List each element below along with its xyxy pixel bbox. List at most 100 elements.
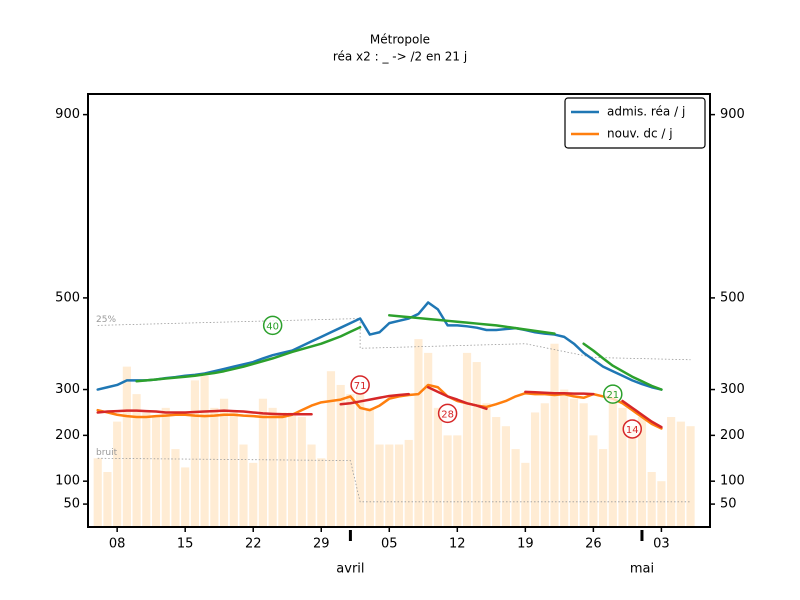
bar [550, 343, 559, 527]
x-tick-label: 15 [177, 537, 194, 552]
chart-subtitle: réa x2 : _ -> /2 en 21 j [333, 50, 467, 64]
bar [686, 426, 695, 527]
bar [618, 407, 627, 527]
bar [219, 398, 229, 527]
bar [151, 417, 161, 527]
bar [356, 394, 365, 527]
bar [472, 362, 481, 527]
x-tick-label: 29 [313, 537, 330, 552]
bar [336, 384, 345, 527]
annotation-label: 40 [266, 321, 279, 332]
bar [317, 458, 326, 527]
x-tick-label: 05 [381, 537, 398, 552]
x-tick-label: 12 [449, 537, 466, 552]
month-label: mai [630, 562, 654, 577]
bar [599, 449, 608, 527]
bar [492, 417, 501, 527]
plot-frame [87, 93, 711, 528]
y-tick-label: 50 [63, 497, 80, 512]
bar [142, 412, 151, 527]
month-label: avril [336, 562, 364, 577]
bar [113, 421, 122, 527]
bar [511, 449, 520, 527]
annotation-marker [603, 384, 623, 404]
bar [385, 444, 394, 527]
bar [647, 472, 656, 527]
y-tick-label: 500 [55, 290, 80, 305]
bar [132, 394, 141, 527]
legend-box [564, 97, 706, 149]
y-tick-label: 200 [55, 428, 80, 443]
y-tick-label: 900 [55, 107, 80, 122]
x-tick-label: 19 [517, 537, 534, 552]
x-tick-label: 03 [653, 537, 670, 552]
annotation-label: 14 [626, 425, 639, 436]
bar [365, 407, 374, 527]
bar [200, 375, 209, 527]
bar [453, 435, 462, 527]
bar [540, 403, 549, 527]
bar [589, 435, 598, 527]
bar [637, 417, 647, 527]
bar [375, 444, 384, 527]
y-tick-label-right: 500 [720, 290, 745, 305]
y-tick-label-right: 50 [720, 497, 737, 512]
bar [171, 449, 180, 527]
bar [628, 426, 637, 527]
reference-line [97, 318, 691, 361]
bar [657, 481, 666, 527]
bar [569, 398, 579, 527]
annotation-marker [350, 375, 370, 395]
bar [404, 439, 413, 527]
bar [93, 458, 102, 527]
bar [326, 371, 336, 527]
legend-label: admis. réa / j [607, 105, 685, 119]
bar [239, 444, 248, 527]
bar [297, 417, 306, 527]
bar [443, 435, 452, 527]
bar [433, 407, 442, 527]
bar [394, 444, 404, 527]
x-tick-label: 26 [585, 537, 602, 552]
bar [560, 389, 569, 527]
bar [190, 380, 199, 527]
reference-label: bruit [96, 448, 118, 458]
reference-line [97, 457, 691, 503]
line [96, 385, 663, 429]
bar [307, 444, 316, 527]
y-tick-label: 300 [55, 382, 80, 397]
x-tick-label: 22 [245, 537, 262, 552]
annotation-marker [262, 315, 283, 336]
bar [181, 467, 190, 527]
x-tick-label: 08 [109, 537, 126, 552]
bar [579, 403, 588, 527]
line [135, 314, 663, 391]
bar [258, 398, 268, 527]
y-tick-label-right: 300 [720, 382, 745, 397]
y-tick-label-right: 100 [720, 474, 745, 489]
bar [424, 352, 433, 527]
bar [667, 417, 676, 527]
reference-label: 25% [96, 315, 116, 325]
legend-label: nouv. dc / j [607, 127, 673, 141]
bar [122, 366, 131, 527]
annotation-label: 21 [606, 390, 619, 401]
annotation-label: 71 [354, 381, 367, 392]
y-tick-label: 100 [55, 474, 80, 489]
bar [103, 472, 112, 527]
bar [530, 412, 540, 527]
bar [161, 407, 170, 527]
bar [676, 421, 685, 527]
y-tick-label-right: 200 [720, 428, 745, 443]
bar [501, 426, 510, 527]
bar [482, 403, 491, 527]
annotation-marker [437, 403, 458, 424]
bar [288, 412, 297, 527]
annotation-label: 28 [441, 409, 454, 420]
annotation-marker [622, 419, 642, 439]
bar [249, 462, 258, 527]
bar [229, 412, 238, 527]
bar [521, 462, 530, 527]
bar [278, 412, 287, 527]
